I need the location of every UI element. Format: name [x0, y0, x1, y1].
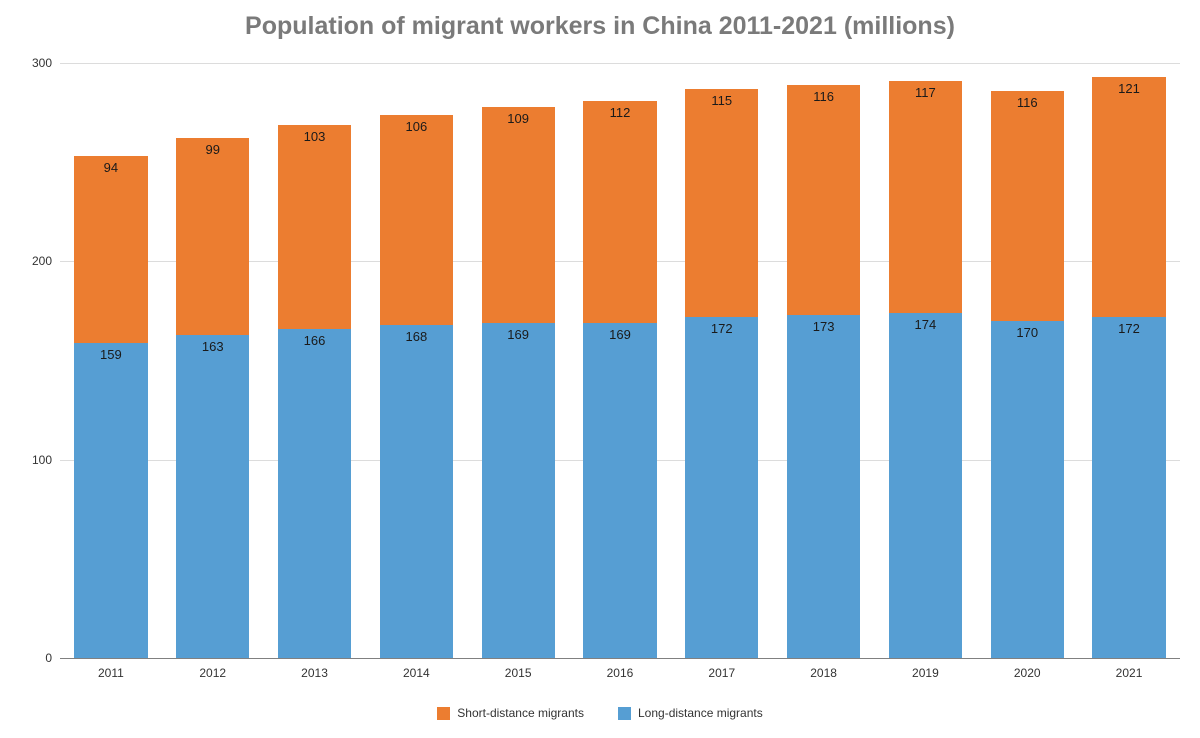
bar-value-label: 121: [1092, 81, 1165, 96]
bar-slot: 1691122016: [569, 63, 671, 658]
x-tick-label: 2014: [403, 658, 430, 680]
bar-segment-short: 106: [380, 115, 453, 325]
bar-segment-short: 99: [176, 138, 249, 334]
bar-slot: 1721212021: [1078, 63, 1180, 658]
x-tick-label: 2017: [708, 658, 735, 680]
y-tick-label: 300: [32, 56, 60, 70]
bar-value-label: 166: [278, 333, 351, 348]
bar-value-label: 170: [991, 325, 1064, 340]
bar-value-label: 109: [482, 111, 555, 126]
bar-segment-short: 117: [889, 81, 962, 313]
bar-segment-short: 115: [685, 89, 758, 317]
bar-value-label: 112: [583, 105, 656, 120]
bar-value-label: 103: [278, 129, 351, 144]
legend-label: Long-distance migrants: [638, 706, 763, 720]
legend: Short-distance migrants Long-distance mig…: [0, 706, 1200, 720]
bar-value-label: 168: [380, 329, 453, 344]
bar-value-label: 99: [176, 142, 249, 157]
bar-slot: 1681062014: [365, 63, 467, 658]
bar: 172 121: [1092, 77, 1165, 658]
bar-value-label: 116: [787, 89, 860, 104]
bar-slot: 1741172019: [875, 63, 977, 658]
y-tick-label: 100: [32, 453, 60, 467]
bar-segment-long: 172: [1092, 317, 1165, 658]
bar-value-label: 159: [74, 347, 147, 362]
chart-title: Population of migrant workers in China 2…: [0, 12, 1200, 41]
legend-item-long: Long-distance migrants: [618, 706, 763, 720]
bar-value-label: 172: [685, 321, 758, 336]
bar-segment-short: 112: [583, 101, 656, 323]
y-tick-label: 0: [45, 651, 60, 665]
legend-swatch: [618, 707, 631, 720]
bars-group: 1599420111639920121661032013168106201416…: [60, 63, 1180, 658]
bar-segment-long: 163: [176, 335, 249, 658]
x-tick-label: 2011: [98, 658, 124, 680]
bar: 170 116: [991, 91, 1064, 658]
bar-segment-long: 173: [787, 315, 860, 658]
x-tick-label: 2021: [1116, 658, 1143, 680]
plot-area: 1599420111639920121661032013168106201416…: [60, 62, 1180, 658]
bar: 173 116: [787, 85, 860, 658]
bar: 159 94: [74, 156, 147, 658]
bar-segment-short: 121: [1092, 77, 1165, 317]
bar: 174 117: [889, 81, 962, 658]
bar: 169 109: [482, 107, 555, 658]
bar-slot: 1701162020: [976, 63, 1078, 658]
legend-label: Short-distance migrants: [457, 706, 584, 720]
bar-segment-long: 174: [889, 313, 962, 658]
bar-segment-long: 169: [482, 323, 555, 658]
bar-segment-long: 159: [74, 343, 147, 658]
legend-swatch: [437, 707, 450, 720]
bar-value-label: 117: [889, 85, 962, 100]
bar-segment-long: 169: [583, 323, 656, 658]
bar-slot: 159942011: [60, 63, 162, 658]
x-tick-label: 2016: [607, 658, 634, 680]
bar-segment-long: 168: [380, 325, 453, 658]
bar-value-label: 163: [176, 339, 249, 354]
legend-item-short: Short-distance migrants: [437, 706, 584, 720]
x-tick-label: 2018: [810, 658, 837, 680]
x-tick-label: 2013: [301, 658, 328, 680]
chart-container: Population of migrant workers in China 2…: [0, 0, 1200, 738]
bar-segment-short: 94: [74, 156, 147, 342]
bar-segment-short: 109: [482, 107, 555, 323]
bar-value-label: 169: [482, 327, 555, 342]
bar: 166 103: [278, 124, 351, 658]
bar-slot: 1661032013: [264, 63, 366, 658]
y-tick-label: 200: [32, 254, 60, 268]
bar-segment-short: 103: [278, 125, 351, 329]
bar-value-label: 169: [583, 327, 656, 342]
bar: 168 106: [380, 115, 453, 658]
bar: 163 99: [176, 138, 249, 658]
bar-segment-long: 166: [278, 329, 351, 658]
bar-segment-long: 170: [991, 321, 1064, 658]
bar-segment-short: 116: [787, 85, 860, 315]
x-tick-label: 2019: [912, 658, 939, 680]
bar-value-label: 94: [74, 160, 147, 175]
bar-value-label: 106: [380, 119, 453, 134]
bar-value-label: 173: [787, 319, 860, 334]
bar-value-label: 174: [889, 317, 962, 332]
bar: 169 112: [583, 101, 656, 658]
bar-slot: 1691092015: [467, 63, 569, 658]
bar-segment-short: 116: [991, 91, 1064, 321]
bar-value-label: 116: [991, 95, 1064, 110]
bar-value-label: 172: [1092, 321, 1165, 336]
bar-segment-long: 172: [685, 317, 758, 658]
x-tick-label: 2012: [199, 658, 226, 680]
x-tick-label: 2020: [1014, 658, 1041, 680]
bar-slot: 163992012: [162, 63, 264, 658]
bar-value-label: 115: [685, 93, 758, 108]
bar-slot: 1721152017: [671, 63, 773, 658]
x-tick-label: 2015: [505, 658, 532, 680]
bar-slot: 1731162018: [773, 63, 875, 658]
bar: 172 115: [685, 89, 758, 658]
